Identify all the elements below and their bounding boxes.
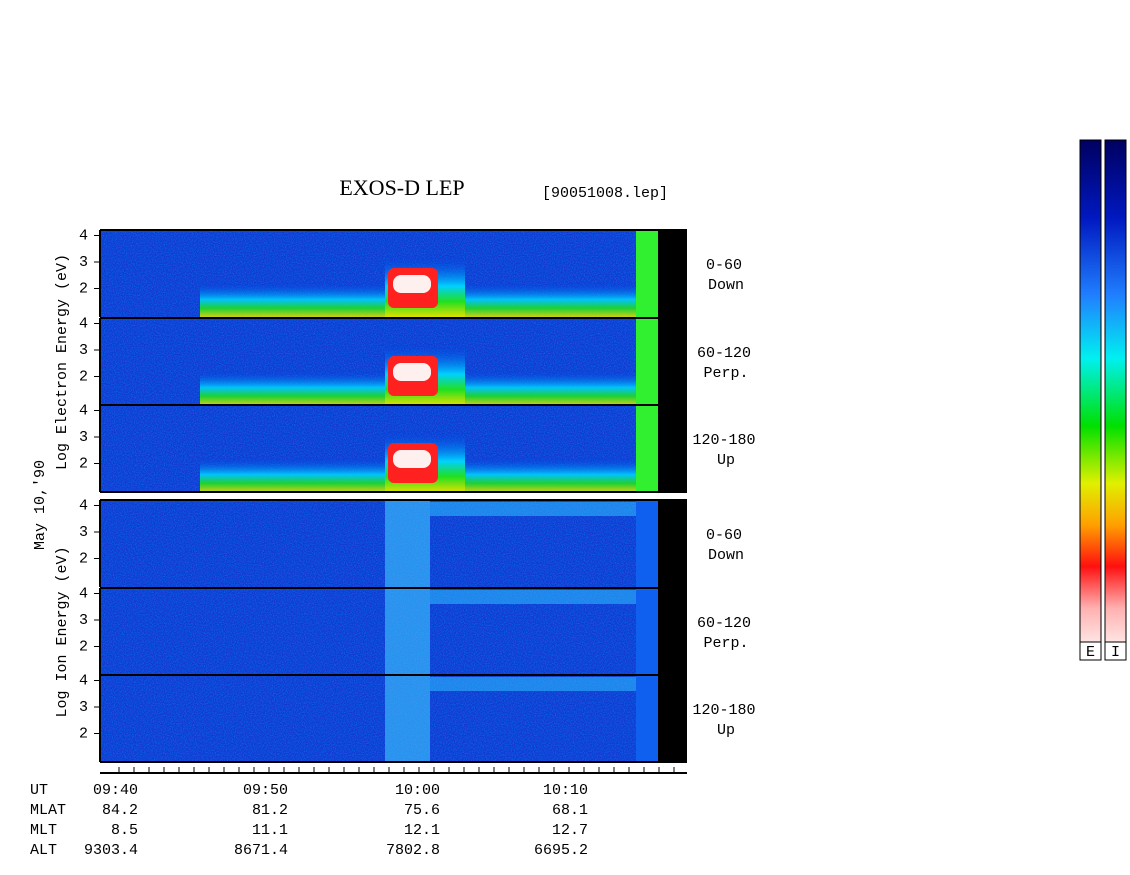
spectrogram-band — [430, 677, 636, 691]
plots: 4 3 2 0-60 Down 4 3 2 60-120 Perp. 4 3 2 120-180 Up 4 3 2… — [30, 227, 756, 859]
row-value: 10:10 — [543, 782, 588, 799]
y-tick-label: 2 — [79, 280, 88, 297]
spectrogram-strip — [636, 675, 658, 762]
spectrogram-strip — [636, 500, 658, 587]
panel-direction: Down — [708, 277, 744, 294]
y-tick-label: 3 — [79, 699, 88, 716]
panel-direction: Up — [717, 452, 735, 469]
row-value: 75.6 — [404, 802, 440, 819]
spectrogram-strip — [636, 230, 658, 317]
colorbar-label: E — [1086, 644, 1095, 661]
row-value: 8671.4 — [234, 842, 288, 859]
row-value: 7802.8 — [386, 842, 440, 859]
row-value: 81.2 — [252, 802, 288, 819]
y-tick-label: 3 — [79, 342, 88, 359]
panel-range: 120-180 — [692, 702, 755, 719]
colorbar — [1104, 139, 1127, 661]
y-tick-label: 2 — [79, 725, 88, 742]
chart-title: EXOS-D LEP — [339, 175, 464, 200]
spectrogram-hot — [393, 450, 431, 468]
y-axis-label: Log Electron Energy (eV) — [54, 254, 71, 470]
y-tick-label: 3 — [79, 254, 88, 271]
row-name: UT — [30, 782, 48, 799]
panel-direction: Up — [717, 722, 735, 739]
y-tick-label: 3 — [79, 524, 88, 541]
spectrogram-edge — [658, 588, 687, 675]
y-tick-label: 4 — [79, 672, 88, 689]
row-value: 6695.2 — [534, 842, 588, 859]
file-name: [90051008.lep] — [542, 185, 668, 202]
y-tick-label: 2 — [79, 550, 88, 567]
spectrogram-edge — [658, 675, 687, 762]
spectrogram-edge — [658, 500, 687, 587]
y-tick-label: 4 — [79, 497, 88, 514]
spectrogram-hot — [393, 275, 431, 293]
row-name: MLAT — [30, 802, 66, 819]
spectrogram-band — [385, 675, 430, 762]
spectrogram-band — [430, 502, 636, 516]
row-value: 12.1 — [404, 822, 440, 839]
colorbar-box — [1104, 641, 1127, 661]
panel-range: 120-180 — [692, 432, 755, 449]
date-label: May 10,'90 — [32, 460, 49, 550]
colorbar-label: I — [1111, 644, 1120, 661]
panel-range: 0-60 — [706, 527, 742, 544]
colorbar-box — [1079, 641, 1102, 661]
row-value: 09:50 — [243, 782, 288, 799]
row-value: 12.7 — [552, 822, 588, 839]
y-tick-label: 4 — [79, 315, 88, 332]
spectrogram-band — [385, 588, 430, 675]
spectrogram-hot — [393, 363, 431, 381]
y-tick-label: 2 — [79, 638, 88, 655]
y-tick-label: 2 — [79, 368, 88, 385]
spectrogram-strip — [636, 318, 658, 405]
y-tick-label: 3 — [79, 429, 88, 446]
y-tick-label: 2 — [79, 455, 88, 472]
y-axis-label: Log Ion Energy (eV) — [54, 546, 71, 717]
y-tick-label: 4 — [79, 402, 88, 419]
row-value: 09:40 — [93, 782, 138, 799]
spectrogram-strip — [636, 588, 658, 675]
y-tick-label: 3 — [79, 612, 88, 629]
row-value: 8.5 — [111, 822, 138, 839]
panel-direction: Perp. — [703, 635, 748, 652]
row-name: ALT — [30, 842, 57, 859]
spectrogram-strip — [636, 405, 658, 492]
spectrogram-band — [430, 590, 636, 604]
y-tick-label: 4 — [79, 585, 88, 602]
row-value: 10:00 — [395, 782, 440, 799]
row-value: 9303.4 — [84, 842, 138, 859]
panel-range: 60-120 — [697, 345, 751, 362]
y-tick-label: 4 — [79, 227, 88, 244]
spectrogram-edge — [658, 230, 687, 317]
row-value: 11.1 — [252, 822, 288, 839]
panel-direction: Down — [708, 547, 744, 564]
spectrogram-edge — [658, 318, 687, 405]
row-name: MLT — [30, 822, 57, 839]
spectrogram-edge — [658, 405, 687, 492]
spectrogram-band — [385, 500, 430, 587]
colorbar — [1079, 139, 1102, 661]
row-value: 68.1 — [552, 802, 588, 819]
row-value: 84.2 — [102, 802, 138, 819]
panel-range: 60-120 — [697, 615, 751, 632]
panel-direction: Perp. — [703, 365, 748, 382]
panel-range: 0-60 — [706, 257, 742, 274]
